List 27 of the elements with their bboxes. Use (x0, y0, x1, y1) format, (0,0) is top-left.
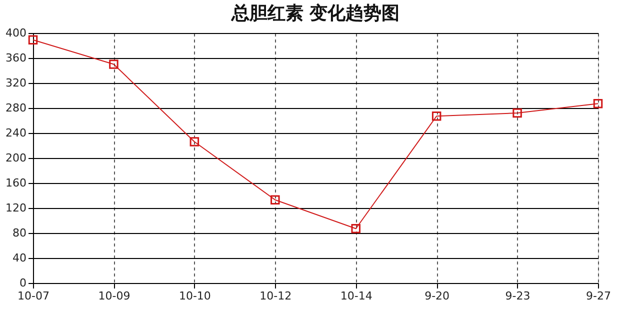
y-tick-label: 240 (6, 126, 26, 140)
y-tick-label: 160 (6, 176, 26, 190)
y-tick-label: 320 (6, 76, 26, 90)
x-tick-label: 9-27 (586, 290, 611, 302)
point (270, 195, 280, 204)
point (190, 137, 200, 146)
chart-title: 总胆红素 变化趋势图 (230, 3, 400, 24)
point (109, 60, 118, 69)
point (593, 99, 603, 108)
y-tick-label: 360 (6, 52, 26, 64)
x-tick-label: 9-23 (505, 290, 530, 302)
y-tick-label: 80 (12, 226, 26, 240)
x-tick-label: 10-07 (18, 290, 50, 302)
y-tick-label: 400 (6, 26, 26, 40)
y-tick-label: 40 (12, 252, 26, 264)
point (432, 112, 442, 121)
y-tick-label: 0 (20, 276, 26, 290)
point (512, 108, 522, 118)
y-tick-label: 200 (6, 152, 26, 164)
x-tick-label: 10-14 (340, 290, 372, 302)
x-tick-label: 9-20 (424, 290, 450, 302)
x-tick-label: 10-12 (260, 290, 292, 302)
x-tick-label: 10-09 (98, 290, 130, 302)
y-tick-label: 120 (6, 202, 26, 214)
point (351, 224, 360, 234)
x-tick-label: 10-10 (178, 290, 211, 302)
y-tick-label: 280 (6, 102, 26, 114)
